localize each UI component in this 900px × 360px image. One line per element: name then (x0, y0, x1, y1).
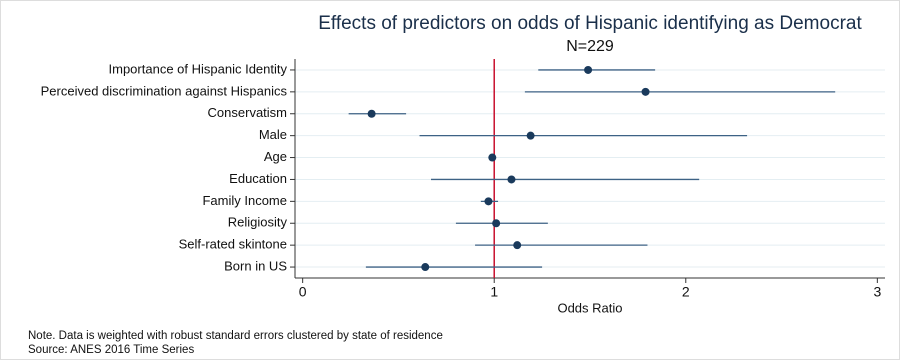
y-tick-label: Self-rated skintone (179, 237, 287, 252)
y-tick-label: Perceived discrimination against Hispani… (41, 83, 288, 98)
y-tick-label: Born in US (224, 258, 287, 273)
point-estimate (367, 109, 376, 118)
point-estimate (421, 263, 430, 272)
y-tick-label: Religiosity (228, 215, 288, 230)
y-tick-label: Education (229, 171, 287, 186)
point-estimate (526, 131, 535, 140)
point-estimate (488, 153, 497, 162)
point-estimate (513, 241, 522, 250)
y-tick-label: Male (259, 127, 287, 142)
y-tick-label: Importance of Hispanic Identity (109, 61, 288, 76)
point-estimate (507, 175, 516, 184)
note: Note. Data is weighted with robust stand… (28, 330, 443, 342)
y-tick-label: Conservatism (208, 105, 287, 120)
point-estimate (492, 219, 501, 228)
chart-subtitle: N=229 (566, 38, 614, 55)
x-axis-label: Odds Ratio (557, 300, 622, 315)
y-tick-label: Age (264, 149, 287, 164)
note: Source: ANES 2016 Time Series (28, 344, 194, 356)
x-tick-label: 3 (873, 284, 881, 300)
y-tick-label: Family Income (202, 193, 287, 208)
x-tick-label: 1 (490, 284, 498, 300)
x-tick-label: 0 (299, 284, 307, 300)
x-tick-label: 2 (682, 284, 690, 300)
point-estimate (641, 87, 650, 96)
point-estimate (484, 197, 493, 206)
point-estimate (584, 65, 593, 74)
chart-title: Effects of predictors on odds of Hispani… (318, 13, 862, 34)
